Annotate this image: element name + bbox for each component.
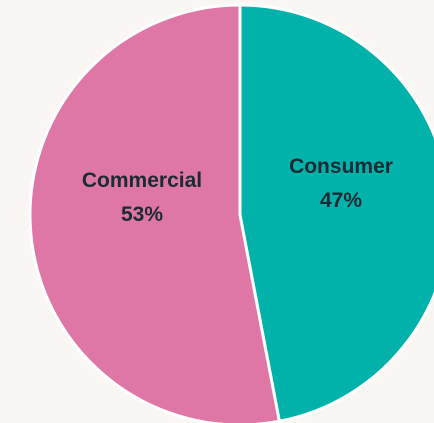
slice-value-commercial: 53% (121, 203, 163, 226)
slices-layer (28, 3, 434, 423)
pie-slice-commercial (28, 3, 282, 423)
labels-layer: Consumer 47% Commercial 53% (82, 155, 393, 226)
slice-label-consumer: Consumer (289, 155, 393, 178)
slice-value-consumer: 47% (320, 189, 362, 212)
pie-slice-consumer (238, 3, 434, 423)
slice-label-commercial: Commercial (82, 169, 202, 192)
